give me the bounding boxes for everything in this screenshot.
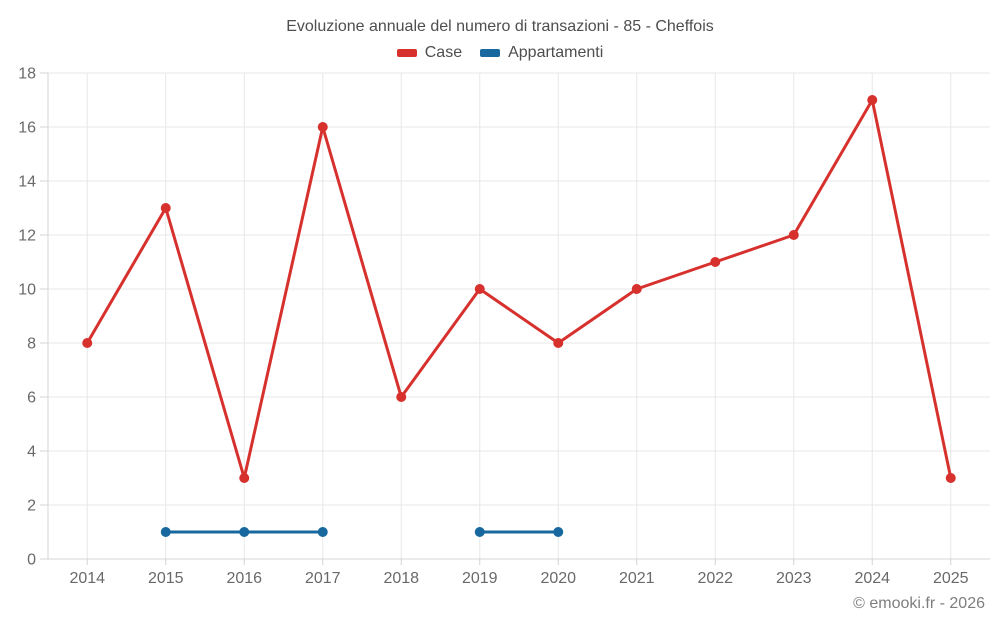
y-axis-tick-label: 4 <box>27 444 36 461</box>
y-axis-tick-label: 6 <box>27 390 36 407</box>
x-axis-tick-label: 2025 <box>933 570 969 587</box>
case-point-2016[interactable] <box>239 473 250 483</box>
case-point-2024[interactable] <box>867 95 878 105</box>
y-axis-tick-label: 0 <box>27 552 36 569</box>
case-point-2023[interactable] <box>788 230 799 240</box>
appartamenti-point-2017[interactable] <box>317 527 328 537</box>
case-point-2014[interactable] <box>82 338 93 348</box>
y-axis-tick-label: 10 <box>18 282 36 299</box>
appartamenti-legend-swatch <box>480 49 501 57</box>
case-point-2017[interactable] <box>317 122 328 132</box>
chart-legend: Case Appartamenti <box>0 44 1000 62</box>
x-axis-tick-label: 2019 <box>462 570 498 587</box>
appartamenti-point-2016[interactable] <box>239 527 250 537</box>
x-axis-tick-label: 2014 <box>69 570 105 587</box>
x-axis-tick-label: 2023 <box>776 570 812 587</box>
y-axis-tick-label: 18 <box>18 66 36 83</box>
case-point-2025[interactable] <box>945 473 956 483</box>
y-axis-tick-label: 16 <box>18 120 36 137</box>
legend-item-appartamenti[interactable]: Appartamenti <box>480 44 603 62</box>
copyright-credit: © emooki.fr - 2026 <box>853 595 985 612</box>
case-point-2021[interactable] <box>631 284 642 294</box>
x-axis-tick-label: 2020 <box>540 570 576 587</box>
x-axis-tick-label: 2018 <box>383 570 419 587</box>
x-axis-tick-label: 2022 <box>697 570 733 587</box>
x-axis-tick-label: 2015 <box>148 570 184 587</box>
x-axis-tick-label: 2024 <box>854 570 890 587</box>
y-axis-tick-label: 12 <box>18 228 36 245</box>
legend-label-case: Case <box>424 44 463 61</box>
x-axis-tick-label: 2021 <box>619 570 655 587</box>
case-line <box>85 98 953 480</box>
y-axis-tick-label: 2 <box>27 498 36 515</box>
case-point-2015[interactable] <box>160 203 171 213</box>
y-axis-tick-label: 14 <box>18 174 36 191</box>
legend-item-case[interactable]: Case <box>396 44 463 62</box>
appartamenti-point-2015[interactable] <box>160 527 171 537</box>
case-point-2019[interactable] <box>474 284 485 294</box>
case-point-2018[interactable] <box>396 392 407 402</box>
x-axis-tick-label: 2016 <box>226 570 262 587</box>
legend-label-appartamenti: Appartamenti <box>508 44 604 61</box>
x-axis-tick-label: 2017 <box>305 570 341 587</box>
appartamenti-point-2019[interactable] <box>474 527 485 537</box>
case-point-2022[interactable] <box>710 257 721 267</box>
y-axis-tick-label: 8 <box>27 336 36 353</box>
chart-title: Evoluzione annuale del numero di transaz… <box>286 18 714 35</box>
case-legend-swatch <box>396 49 417 57</box>
appartamenti-point-2020[interactable] <box>553 527 564 537</box>
case-point-2020[interactable] <box>553 338 564 348</box>
